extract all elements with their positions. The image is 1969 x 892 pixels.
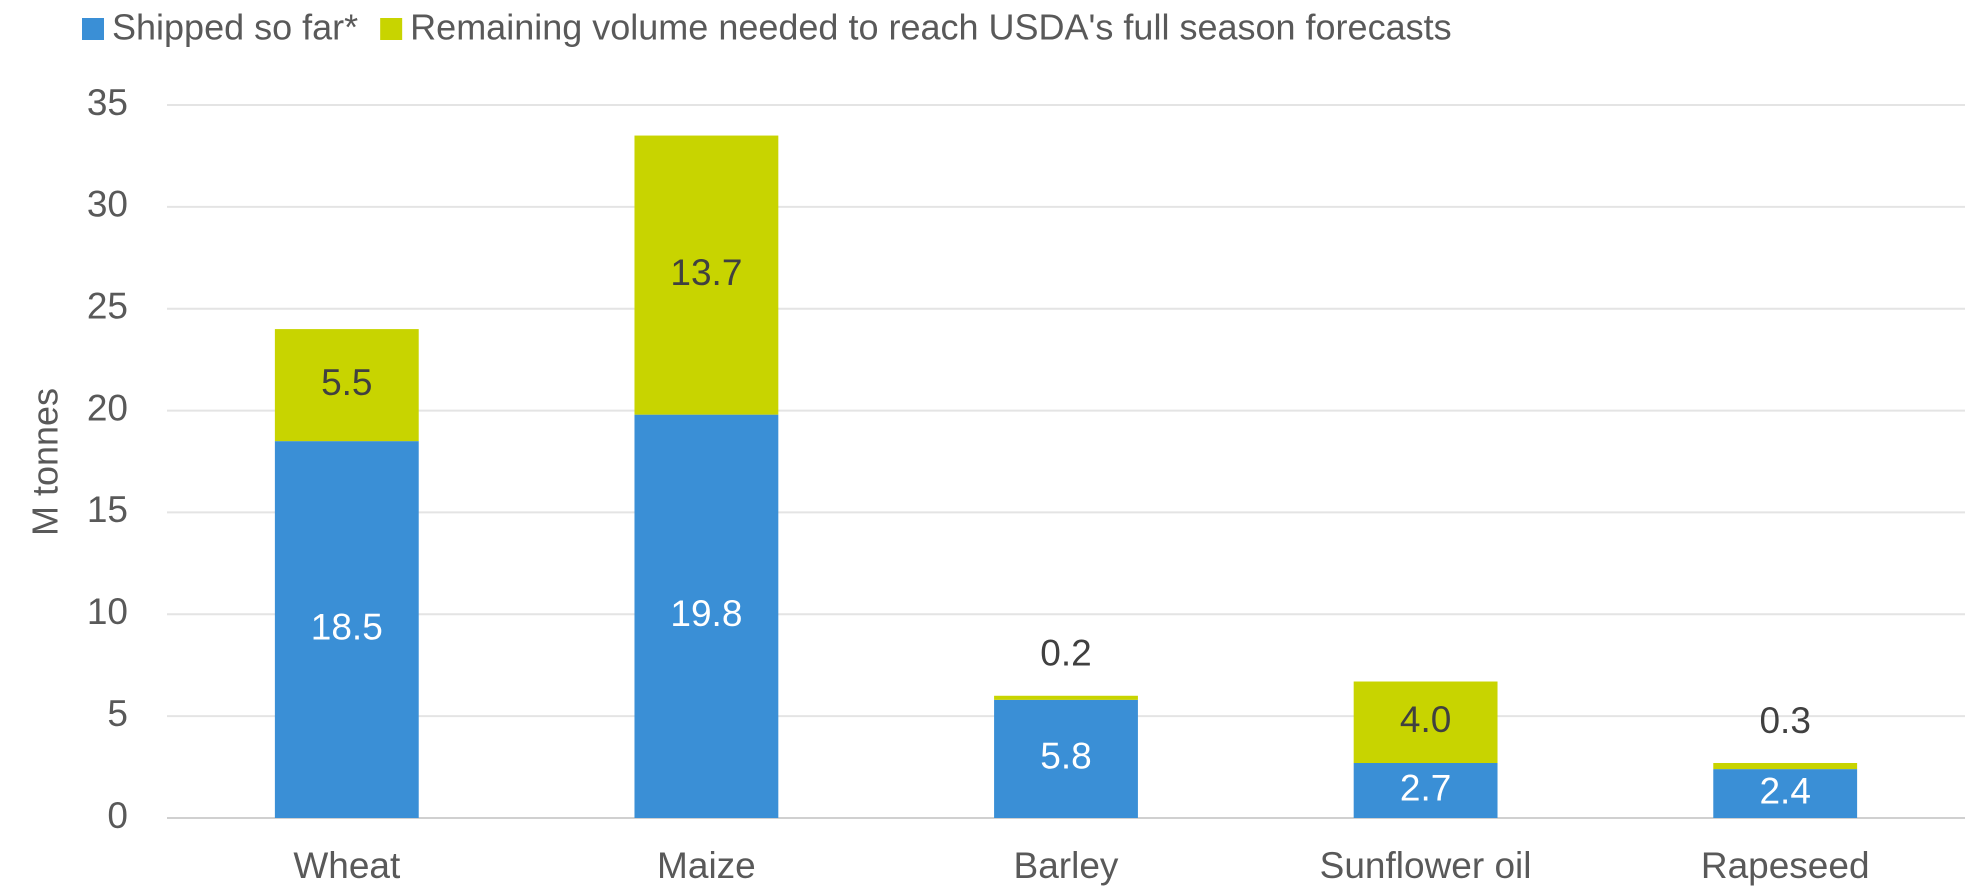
x-tick-label: Rapeseed	[1701, 845, 1870, 886]
y-axis-title: M tonnes	[25, 388, 66, 536]
x-tick-label: Sunflower oil	[1320, 845, 1532, 886]
y-tick-label: 0	[107, 795, 128, 836]
data-label: 4.0	[1400, 699, 1451, 740]
legend-swatch	[380, 18, 403, 40]
legend-swatch	[82, 18, 104, 40]
y-tick-label: 10	[87, 591, 128, 632]
bar-segment	[994, 695, 1138, 700]
data-label: 5.8	[1040, 736, 1091, 777]
bar-segment	[634, 135, 779, 415]
bar-segment	[1353, 681, 1498, 763]
data-label: 18.5	[311, 606, 383, 647]
x-tick-label: Maize	[657, 845, 756, 886]
y-tick-label: 30	[87, 184, 128, 225]
y-tick-label: 20	[87, 387, 128, 428]
bar-segment	[1353, 762, 1498, 818]
bar-segment	[634, 414, 779, 818]
data-label: 5.5	[321, 362, 372, 403]
data-label: 0.3	[1759, 700, 1810, 741]
bar-segment	[274, 441, 419, 818]
bar-segment	[274, 329, 419, 442]
data-label: 19.8	[670, 593, 742, 634]
bar-segment	[1713, 769, 1858, 818]
y-tick-label: 15	[87, 489, 128, 530]
x-tick-label: Barley	[1014, 845, 1119, 886]
data-label: 0.2	[1040, 633, 1091, 674]
legend-label: Remaining volume needed to reach USDA's …	[410, 7, 1451, 48]
legend-label: Shipped so far*	[112, 7, 358, 48]
y-tick-label: 25	[87, 285, 128, 326]
bar-segment	[994, 699, 1138, 818]
y-tick-label: 5	[107, 693, 128, 734]
x-tick-label: Wheat	[293, 845, 401, 886]
data-label: 2.7	[1400, 767, 1451, 808]
bar-segment	[1713, 762, 1858, 770]
y-tick-label: 35	[87, 82, 128, 123]
data-label: 13.7	[670, 252, 742, 293]
data-label: 2.4	[1759, 770, 1810, 811]
